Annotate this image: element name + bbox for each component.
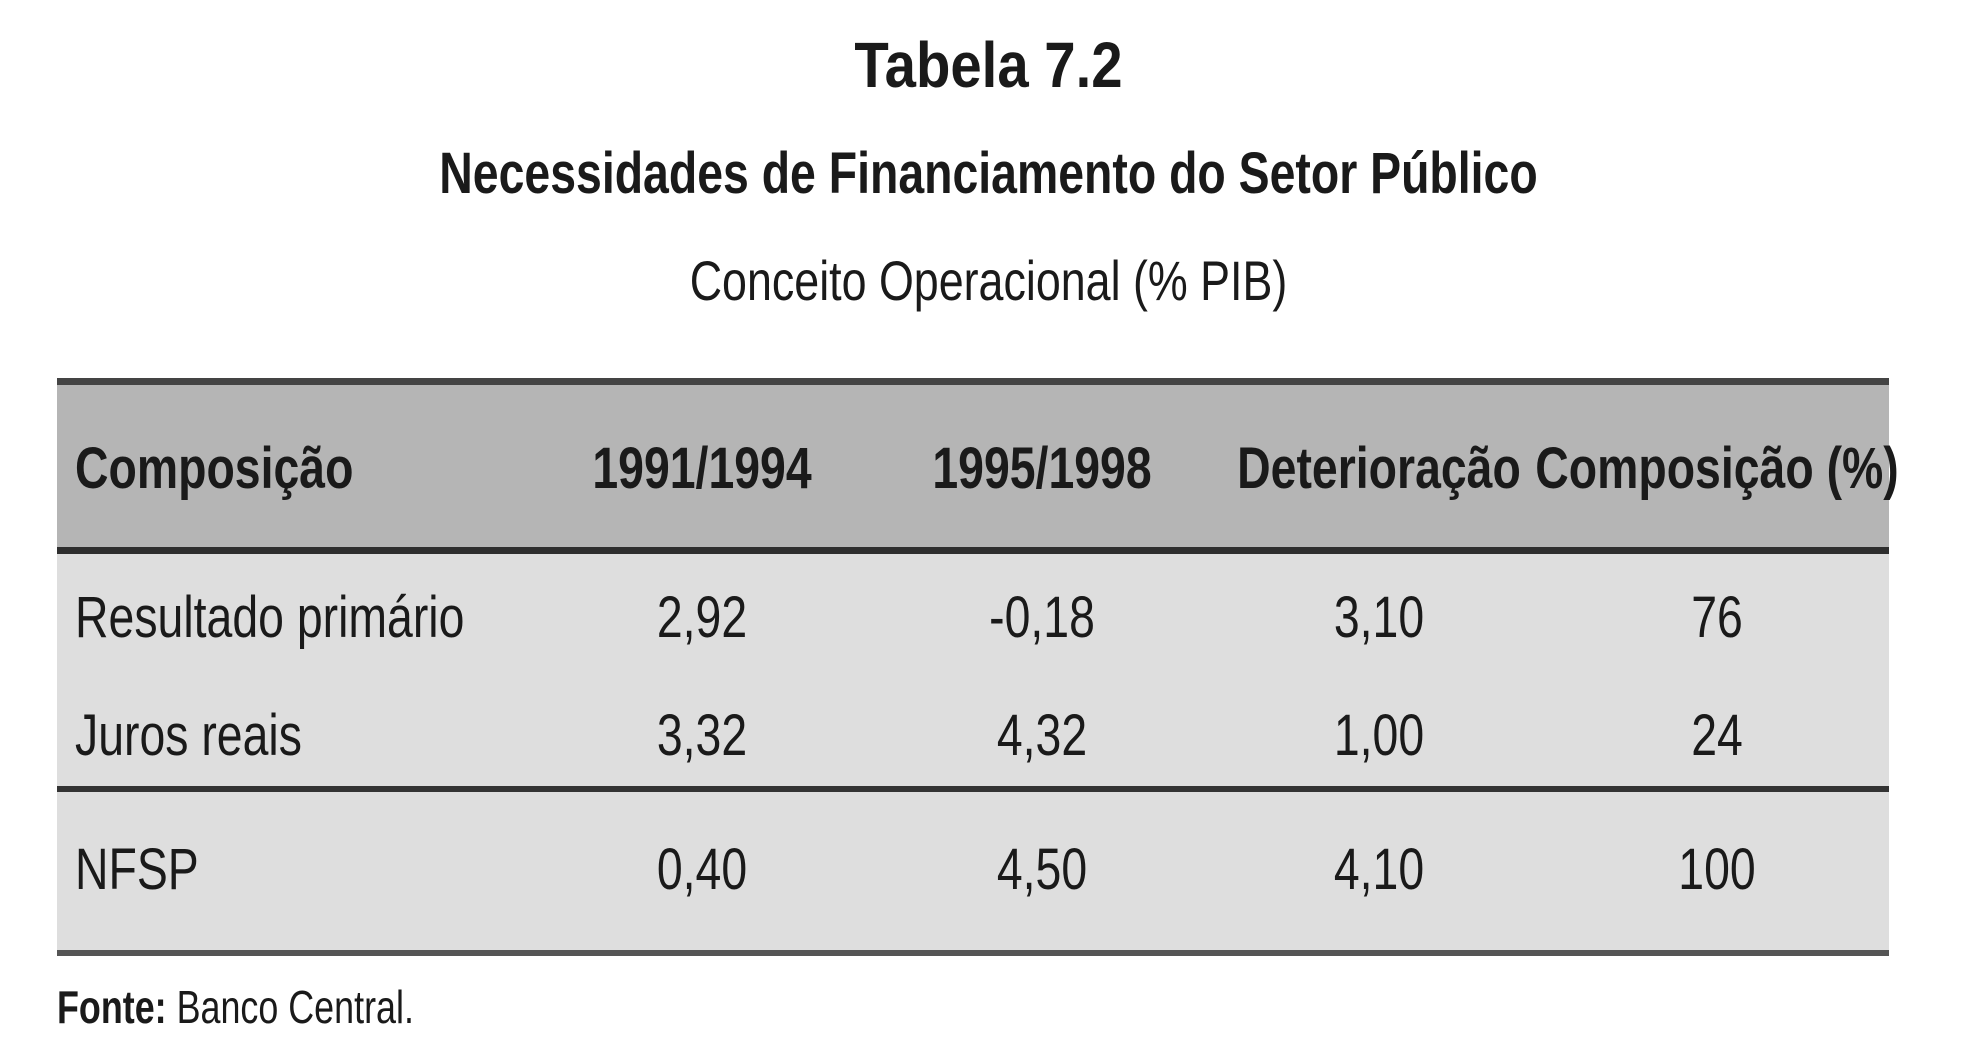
table-cell: 24 [1691, 703, 1743, 768]
header-cell-1991-1994: 1991/1994 [592, 436, 812, 501]
header-cell-composicao-pct: Composição (%) [1535, 436, 1899, 501]
table-top-rule [57, 378, 1889, 385]
source-label: Fonte: [57, 981, 167, 1033]
row-label-nfsp: NFSP [75, 837, 199, 902]
table-cell: 1,00 [1333, 703, 1425, 768]
table-bottom-rule [57, 950, 1889, 956]
table-total-row: NFSP 0,40 4,50 4,10 100 [57, 792, 1889, 950]
header-rule [57, 547, 1889, 554]
table-cell: 4,32 [996, 703, 1088, 768]
table-cell: 4,50 [996, 837, 1088, 902]
table-title: Necessidades de Financiamento do Setor P… [439, 141, 1538, 206]
table-cell: 2,92 [656, 585, 748, 650]
table-cell: 4,10 [1333, 837, 1425, 902]
data-table: Composição 1991/1994 1995/1998 Deteriora… [57, 378, 1899, 956]
row-label-juros-reais: Juros reais [75, 703, 302, 768]
table-cell: -0,18 [989, 585, 1095, 650]
total-rule [57, 786, 1889, 792]
header-cell-deterioracao: Deterioração [1237, 436, 1521, 501]
table-body: Resultado primário 2,92 -0,18 3,10 76 Ju… [57, 554, 1889, 786]
table-cell: 3,10 [1333, 585, 1425, 650]
header-cell-1995-1998: 1995/1998 [932, 436, 1152, 501]
table-header-row: Composição 1991/1994 1995/1998 Deteriora… [57, 385, 1899, 547]
table-cell: 0,40 [656, 837, 748, 902]
table-cell: 100 [1678, 837, 1756, 902]
source-note: Fonte: Banco Central. [57, 980, 414, 1034]
table-number: Tabela 7.2 [854, 29, 1123, 101]
table-cell: 3,32 [656, 703, 748, 768]
table-cell: 76 [1691, 585, 1743, 650]
row-label-resultado-primario: Resultado primário [75, 585, 465, 650]
table-subtitle: Conceito Operacional (% PIB) [689, 249, 1288, 312]
source-text: Banco Central. [166, 981, 414, 1033]
header-cell-composicao: Composição [75, 436, 354, 501]
